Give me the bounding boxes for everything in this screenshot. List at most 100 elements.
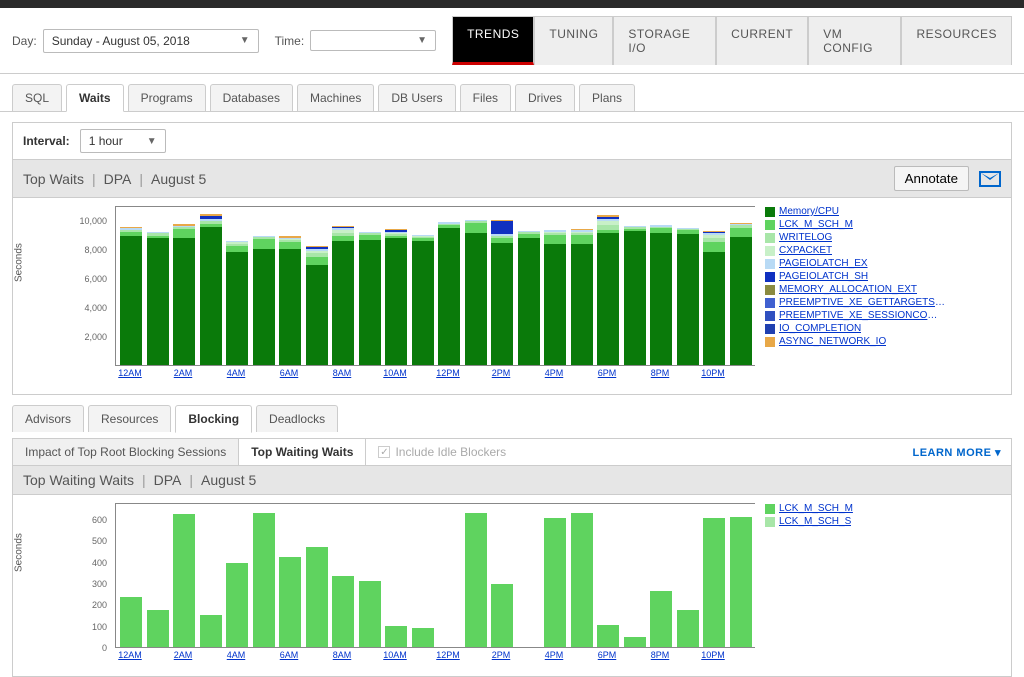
legend-item-lck_m_sch_m[interactable]: LCK_M_SCH_M xyxy=(765,503,945,514)
x-tick[interactable]: 4PM xyxy=(545,368,564,378)
legend-item-async_network_io[interactable]: ASYNC_NETWORK_IO xyxy=(765,336,945,347)
sub-tab-waits[interactable]: Waits xyxy=(66,84,124,112)
chart-bar[interactable] xyxy=(412,235,434,365)
x-tick[interactable]: 10PM xyxy=(701,650,725,660)
time-dropdown[interactable]: ▼ xyxy=(310,30,436,51)
x-tick[interactable]: 4AM xyxy=(227,650,246,660)
sub-tab-files[interactable]: Files xyxy=(460,84,511,111)
x-tick[interactable]: 6PM xyxy=(598,368,617,378)
x-tick[interactable]: 2PM xyxy=(492,650,511,660)
chart-bar[interactable] xyxy=(518,231,540,365)
chart-bar[interactable] xyxy=(226,563,248,647)
main-tab-trends[interactable]: TRENDS xyxy=(452,16,534,65)
chart-bar[interactable] xyxy=(544,518,566,647)
chart-bar[interactable] xyxy=(279,557,301,647)
main-tab-tuning[interactable]: TUNING xyxy=(534,16,613,65)
legend-item-io_completion[interactable]: IO_COMPLETION xyxy=(765,323,945,334)
chart-bar[interactable] xyxy=(279,236,301,365)
chart-bar[interactable] xyxy=(253,513,275,647)
mail-icon[interactable] xyxy=(979,171,1001,187)
chart-bar[interactable] xyxy=(730,223,752,365)
chart-bar[interactable] xyxy=(332,576,354,647)
chart-bar[interactable] xyxy=(677,610,699,647)
chart-bar[interactable] xyxy=(120,597,142,647)
legend-item-pageiolatch_ex[interactable]: PAGEIOLATCH_EX xyxy=(765,258,945,269)
chart-bar[interactable] xyxy=(571,229,593,365)
main-tab-storage-i-o[interactable]: STORAGE I/O xyxy=(613,16,716,65)
x-tick[interactable]: 2PM xyxy=(492,368,511,378)
chart-bar[interactable] xyxy=(120,227,142,365)
chart-bar[interactable] xyxy=(650,225,672,365)
x-tick[interactable]: 8AM xyxy=(333,650,352,660)
main-tab-vm-config[interactable]: VM CONFIG xyxy=(808,16,901,65)
x-tick[interactable]: 8AM xyxy=(333,368,352,378)
chart-bar[interactable] xyxy=(465,513,487,647)
chart-bar[interactable] xyxy=(465,220,487,365)
blocking-tab-resources[interactable]: Resources xyxy=(88,405,171,432)
option-tab[interactable]: Impact of Top Root Blocking Sessions xyxy=(13,439,239,465)
sub-tab-machines[interactable]: Machines xyxy=(297,84,374,111)
x-tick[interactable]: 8PM xyxy=(651,368,670,378)
blocking-tab-advisors[interactable]: Advisors xyxy=(12,405,84,432)
legend-item-preemptive_xe_sessioncommit[interactable]: PREEMPTIVE_XE_SESSIONCOMMIT xyxy=(765,310,945,321)
annotate-button[interactable]: Annotate xyxy=(894,166,969,191)
x-tick[interactable]: 8PM xyxy=(651,650,670,660)
interval-dropdown[interactable]: 1 hour ▼ xyxy=(80,129,166,153)
main-tab-resources[interactable]: RESOURCES xyxy=(901,16,1012,65)
chart-bar[interactable] xyxy=(173,514,195,647)
x-tick[interactable]: 6AM xyxy=(280,368,299,378)
legend-item-preemptive_xe_gettargetsta[interactable]: PREEMPTIVE_XE_GETTARGETSTA xyxy=(765,297,945,308)
x-tick[interactable]: 6PM xyxy=(598,650,617,660)
sub-tab-sql[interactable]: SQL xyxy=(12,84,62,111)
blocking-tab-deadlocks[interactable]: Deadlocks xyxy=(256,405,338,432)
chart-bar[interactable] xyxy=(677,228,699,365)
chart-bar[interactable] xyxy=(571,513,593,647)
chart-bar[interactable] xyxy=(730,517,752,647)
blocking-tab-blocking[interactable]: Blocking xyxy=(175,405,252,433)
chart-bar[interactable] xyxy=(306,246,328,365)
chart-bar[interactable] xyxy=(624,226,646,365)
x-tick[interactable]: 4PM xyxy=(545,650,564,660)
x-tick[interactable]: 12PM xyxy=(436,368,460,378)
legend-item-memory_cpu[interactable]: Memory/CPU xyxy=(765,206,945,217)
option-tab[interactable]: Top Waiting Waits xyxy=(239,439,366,465)
x-tick[interactable]: 10PM xyxy=(701,368,725,378)
chart-bar[interactable] xyxy=(597,625,619,647)
chart-bar[interactable] xyxy=(544,230,566,365)
legend-item-cxpacket[interactable]: CXPACKET xyxy=(765,245,945,256)
x-tick[interactable]: 2AM xyxy=(174,368,193,378)
sub-tab-db-users[interactable]: DB Users xyxy=(378,84,455,111)
chart-bar[interactable] xyxy=(253,236,275,365)
chart-bar[interactable] xyxy=(703,518,725,647)
chart-bar[interactable] xyxy=(412,628,434,647)
legend-item-lck_m_sch_s[interactable]: LCK_M_SCH_S xyxy=(765,516,945,527)
chart-bar[interactable] xyxy=(332,226,354,365)
legend-item-memory_allocation_ext[interactable]: MEMORY_ALLOCATION_EXT xyxy=(765,284,945,295)
chart-bar[interactable] xyxy=(359,232,381,365)
learn-more-link[interactable]: LEARN MORE ▾ xyxy=(912,446,1001,459)
chart-bar[interactable] xyxy=(597,215,619,365)
x-tick[interactable]: 12AM xyxy=(118,368,142,378)
chart-bar[interactable] xyxy=(491,584,513,647)
chart-bar[interactable] xyxy=(200,214,222,365)
x-tick[interactable]: 4AM xyxy=(227,368,246,378)
x-tick[interactable]: 10AM xyxy=(383,368,407,378)
sub-tab-drives[interactable]: Drives xyxy=(515,84,575,111)
chart-bar[interactable] xyxy=(200,615,222,647)
legend-item-lck_m_sch_m[interactable]: LCK_M_SCH_M xyxy=(765,219,945,230)
legend-item-writelog[interactable]: WRITELOG xyxy=(765,232,945,243)
x-tick[interactable]: 12PM xyxy=(436,650,460,660)
chart-bar[interactable] xyxy=(306,547,328,647)
day-dropdown[interactable]: Sunday - August 05, 2018 ▼ xyxy=(43,29,259,53)
legend-item-pageiolatch_sh[interactable]: PAGEIOLATCH_SH xyxy=(765,271,945,282)
x-tick[interactable]: 10AM xyxy=(383,650,407,660)
chart-bar[interactable] xyxy=(491,220,513,365)
chart-bar[interactable] xyxy=(147,232,169,365)
chart-bar[interactable] xyxy=(359,581,381,647)
chart-bar[interactable] xyxy=(385,626,407,647)
sub-tab-databases[interactable]: Databases xyxy=(210,84,293,111)
chart-bar[interactable] xyxy=(650,591,672,648)
main-tab-current[interactable]: CURRENT xyxy=(716,16,808,65)
sub-tab-plans[interactable]: Plans xyxy=(579,84,635,111)
x-tick[interactable]: 12AM xyxy=(118,650,142,660)
